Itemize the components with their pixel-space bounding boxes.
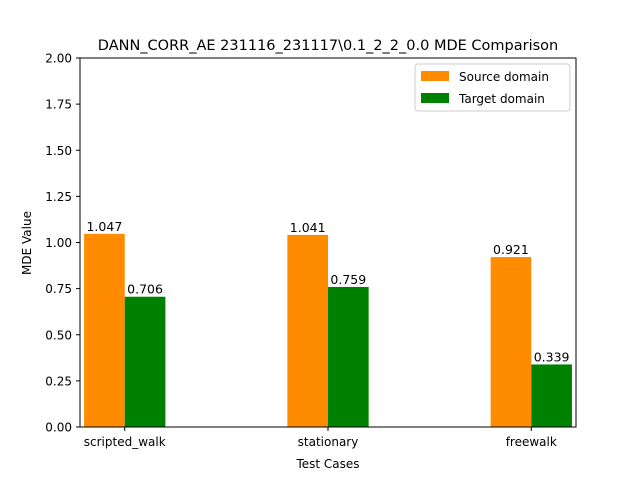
axes-layer: 0.00 0.25 0.50 0.75 1.00 1.25 1.50 1.75 2.00 scri… [45, 52, 577, 449]
y-tick-label: 0.50 [45, 328, 72, 342]
y-tick-label: 2.00 [45, 52, 72, 66]
bar-source-freewalk [490, 257, 532, 427]
x-tick-label: freewalk [506, 435, 557, 449]
y-tick-label: 1.00 [45, 236, 72, 250]
data-label: 1.047 [86, 219, 122, 234]
x-axis-label: Test Cases [295, 457, 359, 471]
data-label: 0.759 [330, 272, 366, 287]
bars-layer [84, 233, 572, 427]
data-labels-layer: 1.047 1.041 0.921 0.706 0.759 0.339 [86, 219, 569, 365]
bar-target-scripted_walk [124, 296, 166, 427]
y-tick-label: 1.50 [45, 144, 72, 158]
chart-title: DANN_CORR_AE 231116_231117\0.1_2_2_0.0 M… [98, 38, 558, 54]
legend-swatch-source [421, 71, 449, 81]
y-tick-label: 1.25 [45, 190, 72, 204]
data-label: 0.706 [127, 282, 163, 297]
legend-label: Target domain [458, 92, 545, 106]
y-tick-label: 0.75 [45, 282, 72, 296]
bar-target-freewalk [531, 364, 572, 427]
bar-target-stationary [328, 286, 369, 427]
y-tick-label: 1.75 [45, 98, 72, 112]
bar-source-scripted_walk [84, 233, 125, 427]
bar-source-stationary [287, 234, 328, 427]
x-tick-label: scripted_walk [84, 435, 166, 449]
x-tick-label: stationary [298, 435, 359, 449]
legend-swatch-target [421, 93, 449, 103]
legend-box [414, 63, 571, 112]
legend-label: Source domain [459, 70, 549, 84]
y-tick-label: 0.00 [45, 421, 72, 435]
data-label: 0.921 [493, 242, 529, 257]
data-label: 1.041 [290, 220, 326, 235]
y-tick-label: 0.25 [45, 374, 72, 388]
legend: Source domain Target domain [414, 63, 571, 112]
data-label: 0.339 [534, 349, 570, 364]
y-axis-label: MDE Value [20, 211, 34, 275]
